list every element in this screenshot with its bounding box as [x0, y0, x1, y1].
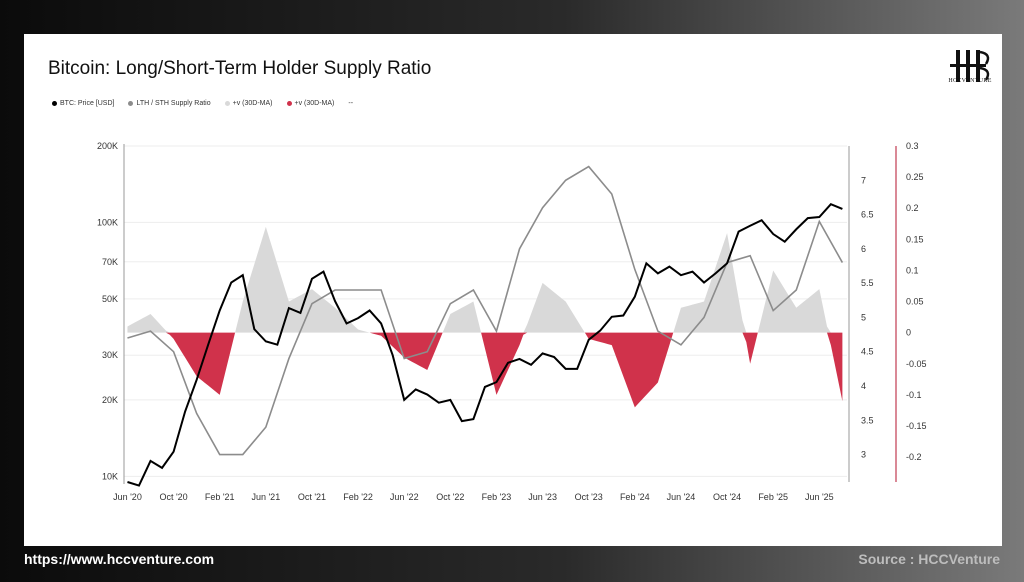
y-left-tick-label: 20K — [102, 395, 118, 405]
y-mid-tick-label: 3 — [861, 450, 866, 460]
y-left-tick-label: 10K — [102, 471, 118, 481]
y-right-tick-label: -0.1 — [906, 390, 922, 400]
chart-svg: 10K 20K 30K 50K 70K 100K 200K 3 3.5 4 4.5 5 5.5 6 6.5 7… — [97, 141, 927, 502]
x-tick-label: Feb '21 — [205, 492, 235, 502]
y-mid-tick-label: 6 — [861, 244, 866, 254]
legend-dot-ratio — [128, 100, 134, 106]
x-tick-label: Oct '21 — [298, 492, 326, 502]
y-mid-tick-label: 3.5 — [861, 415, 874, 425]
y-mid-tick-label: 5 — [861, 312, 866, 322]
legend-label-positive: +v (30D-MA) — [232, 99, 273, 107]
area-positive — [127, 226, 843, 333]
y-mid-tick-label: 4 — [861, 381, 866, 391]
x-tick-label: Jun '23 — [528, 492, 557, 502]
y-right-tick-label: 0.2 — [906, 203, 919, 213]
x-tick-label: Oct '20 — [159, 492, 187, 502]
x-tick-label: Feb '24 — [620, 492, 650, 502]
footer-source: Source : HCCVenture — [858, 551, 1000, 567]
ratio-line — [127, 165, 844, 456]
legend-item-negative[interactable]: +v (30D-MA) — [286, 99, 335, 107]
y-right-tick-label: -0.05 — [906, 359, 927, 369]
y-mid-tick-label: 6.5 — [861, 210, 874, 220]
y-right-tick-label: 0.05 — [906, 297, 924, 307]
x-tick-label: Jun '22 — [390, 492, 419, 502]
y-right-tick-label: 0.1 — [906, 265, 919, 275]
hcc-logo-icon — [950, 50, 990, 82]
x-tick-label: Feb '22 — [343, 492, 373, 502]
y-mid-tick-label: 5.5 — [861, 278, 874, 288]
legend-dot-price — [52, 100, 57, 106]
x-tick-label: Feb '23 — [482, 492, 512, 502]
legend-label-price: BTC: Price [USD] — [60, 99, 115, 107]
y-right-tick-label: -0.2 — [906, 452, 922, 462]
y-right-tick-label: 0.15 — [906, 234, 924, 244]
legend-label-ratio: LTH / STH Supply Ratio — [136, 99, 211, 107]
y-left-tick-label: 30K — [102, 350, 118, 360]
x-tick-label: Jun '20 — [113, 492, 142, 502]
y-left-tick-label: 50K — [102, 294, 118, 304]
chart-title: Bitcoin: Long/Short-Term Holder Supply R… — [48, 58, 432, 79]
legend: BTC: Price [USD] LTH / STH Supply Ratio … — [52, 96, 353, 110]
legend-item-price[interactable]: BTC: Price [USD] — [52, 100, 114, 107]
legend-item-positive[interactable]: +v (30D-MA) — [224, 99, 273, 107]
y-mid-tick-label: 7 — [861, 175, 866, 185]
x-tick-label: Oct '24 — [713, 492, 741, 502]
price-line — [127, 202, 843, 487]
legend-label-negative: +v (30D-MA) — [294, 99, 335, 107]
legend-dot-positive — [224, 100, 230, 106]
logo-text: HCCVENTURE — [948, 78, 992, 84]
legend-item-ratio[interactable]: LTH / STH Supply Ratio — [128, 99, 211, 107]
y-left-tick-label: 70K — [102, 257, 118, 267]
y-mid-tick-label: 4.5 — [861, 347, 874, 357]
x-tick-label: Jun '25 — [805, 492, 834, 502]
legend-dot-negative — [286, 100, 292, 106]
chart-card: Bitcoin: Long/Short-Term Holder Supply R… — [24, 34, 1002, 546]
x-tick-label: Oct '22 — [436, 492, 464, 502]
y-right-tick-label: 0.25 — [906, 172, 924, 182]
x-tick-label: Jun '24 — [667, 492, 696, 502]
footer-url[interactable]: https://www.hccventure.com — [24, 551, 215, 567]
y-left-tick-label: 100K — [97, 217, 118, 227]
y-left-tick-label: 200K — [97, 141, 118, 151]
area-negative — [127, 332, 843, 408]
x-tick-label: Oct '23 — [575, 492, 603, 502]
legend-item-extra[interactable]: -- — [348, 100, 353, 107]
x-tick-label: Jun '21 — [251, 492, 280, 502]
y-right-tick-label: 0 — [906, 328, 911, 338]
y-right-tick-label: 0.3 — [906, 141, 919, 151]
legend-label-extra: -- — [348, 99, 354, 107]
x-tick-label: Feb '25 — [758, 492, 788, 502]
y-right-tick-label: -0.15 — [906, 421, 927, 431]
